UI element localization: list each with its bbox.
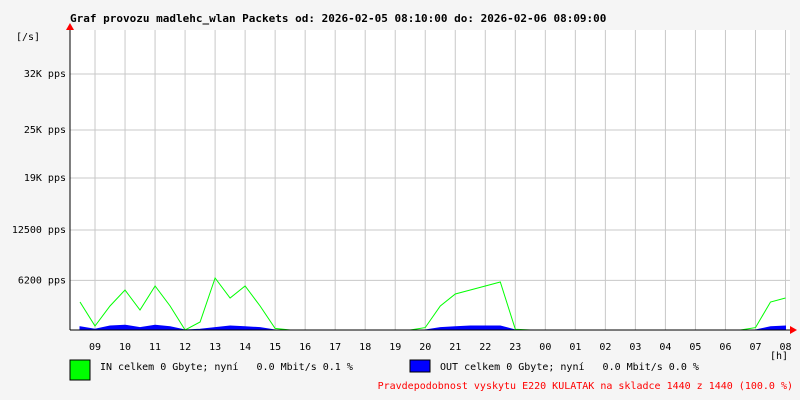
x-tick-label: 00 <box>539 342 551 353</box>
y-tick-label: 6200 pps <box>18 275 66 286</box>
x-tick-label: 16 <box>299 342 311 353</box>
x-tick-label: 03 <box>629 342 641 353</box>
x-tick-label: 22 <box>479 342 491 353</box>
x-tick-label: 01 <box>569 342 581 353</box>
y-tick-label: 19K pps <box>24 173 66 184</box>
x-tick-label: 19 <box>389 342 401 353</box>
x-tick-label: 20 <box>419 342 431 353</box>
x-tick-label: 18 <box>359 342 371 353</box>
x-tick-label: 17 <box>329 342 341 353</box>
x-tick-label: 12 <box>179 342 191 353</box>
x-tick-label: 11 <box>149 342 161 353</box>
chart-title: Graf provozu madlehc_wlan Packets od: 20… <box>70 12 606 25</box>
legend-label: IN celkem 0 Gbyte; nyní 0.0 Mbit/s 0.1 % <box>100 361 353 373</box>
legend-label: OUT celkem 0 Gbyte; nyní 0.0 Mbit/s 0.0 … <box>440 361 699 373</box>
y-tick-label: 12500 pps <box>12 225 66 236</box>
x-tick-label: 07 <box>749 342 761 353</box>
y-axis-label: [/s] <box>16 32 40 43</box>
x-tick-label: 13 <box>209 342 221 353</box>
x-tick-label: 21 <box>449 342 461 353</box>
x-tick-label: 05 <box>689 342 701 353</box>
footer-note: Pravdepodobnost vyskytu E220 KULATAK na … <box>378 381 793 392</box>
x-tick-label: 23 <box>509 342 521 353</box>
x-tick-label: 08 <box>779 342 791 353</box>
y-tick-label: 32K pps <box>24 69 66 80</box>
x-tick-label: 02 <box>599 342 611 353</box>
legend-swatch <box>409 359 431 373</box>
plot-area <box>70 30 790 330</box>
x-axis-label: [h] <box>770 351 788 362</box>
x-tick-label: 10 <box>119 342 131 353</box>
y-arrow <box>66 23 74 30</box>
x-arrow <box>790 326 797 334</box>
x-tick-label: 04 <box>659 342 671 353</box>
x-tick-label: 06 <box>719 342 731 353</box>
x-tick-label: 15 <box>269 342 281 353</box>
x-tick-label: 14 <box>239 342 251 353</box>
y-tick-label: 25K pps <box>24 125 66 136</box>
plot <box>70 30 790 331</box>
x-tick-label: 09 <box>89 342 101 353</box>
legend-swatch <box>69 359 91 381</box>
